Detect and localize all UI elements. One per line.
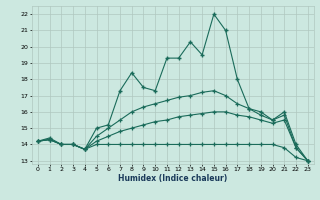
X-axis label: Humidex (Indice chaleur): Humidex (Indice chaleur) [118,174,228,183]
